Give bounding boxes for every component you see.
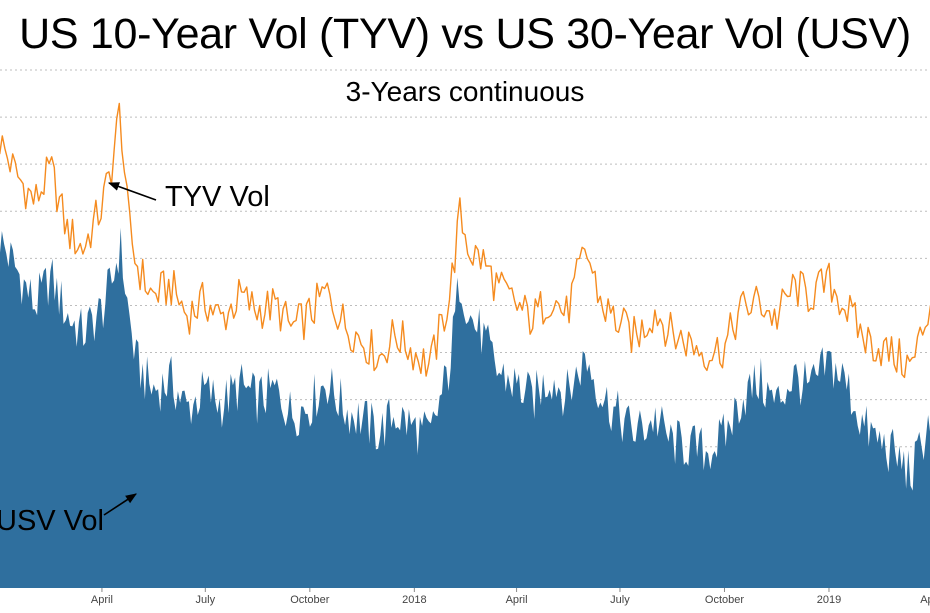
x-tick-label: April <box>920 594 930 606</box>
chart-title: US 10-Year Vol (TYV) vs US 30-Year Vol (… <box>19 10 911 58</box>
usv-annotation-arrow <box>103 493 137 516</box>
x-tick-label: October <box>290 594 329 606</box>
x-tick-label: April <box>506 594 528 606</box>
x-axis: April July October 2018 April July October 2019… <box>91 588 930 606</box>
usv-area-layer <box>0 227 930 588</box>
x-tick-label: 2019 <box>817 594 841 606</box>
x-tick-label: July <box>196 594 216 606</box>
usv-annotation-label: USV Vol <box>0 505 104 537</box>
x-tick-label: 2018 <box>402 594 426 606</box>
tyv-vol-line <box>0 102 930 379</box>
tyv-annotation-arrow <box>107 182 157 201</box>
x-tick-label: April <box>91 594 113 606</box>
tyv-line-layer <box>0 102 930 379</box>
chart-subtitle: 3-Years continuous <box>345 76 585 107</box>
usv-vol-area <box>0 227 930 588</box>
x-tick-label: October <box>705 594 744 606</box>
tyv-annotation-label: TYV Vol <box>165 181 270 213</box>
annotation-arrows <box>103 182 157 516</box>
x-tick-label: July <box>610 594 630 606</box>
